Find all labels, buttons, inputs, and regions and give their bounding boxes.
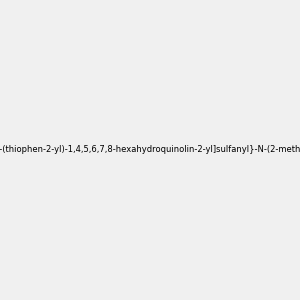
Text: 2-{[3-cyano-5-oxo-4-(thiophen-2-yl)-1,4,5,6,7,8-hexahydroquinolin-2-yl]sulfanyl}: 2-{[3-cyano-5-oxo-4-(thiophen-2-yl)-1,4,… xyxy=(0,146,300,154)
